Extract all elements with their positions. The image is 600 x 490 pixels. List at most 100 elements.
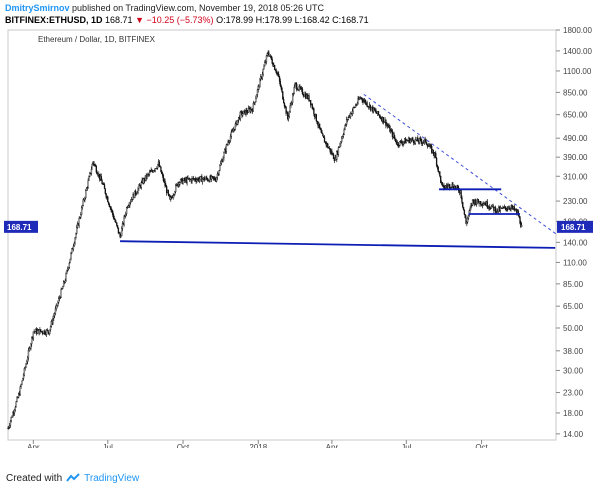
candle-body [309, 99, 312, 105]
candle-body [363, 100, 365, 103]
candle-body [445, 185, 448, 187]
candle-body [472, 199, 475, 202]
candle-body [354, 105, 357, 108]
candle-body [237, 119, 239, 125]
candle-body [212, 176, 214, 179]
candle-body [361, 97, 363, 101]
candle-body [186, 177, 188, 183]
candle-body [315, 113, 318, 122]
candle-body [199, 176, 201, 180]
candle-body [127, 205, 129, 208]
candle-body [50, 321, 52, 327]
candle-body [465, 217, 467, 224]
candle-body [364, 100, 367, 104]
candle-body [400, 140, 403, 144]
candle-body [121, 228, 123, 237]
candle-body [329, 148, 331, 153]
candle-body [407, 140, 409, 142]
candle-body [430, 145, 432, 147]
candle-body [432, 149, 434, 154]
candle-body [173, 194, 175, 196]
candle-body [160, 166, 162, 173]
candle-body [49, 329, 51, 335]
candle-body [228, 141, 230, 143]
candle-body [270, 55, 273, 60]
candle-body [300, 87, 303, 90]
candle-body [103, 183, 105, 185]
candle-body [179, 179, 182, 183]
candle-body [196, 179, 198, 182]
tradingview-brand[interactable]: TradingView [84, 472, 140, 484]
candle-body [378, 114, 380, 117]
ohlc-values: O:178.99 H:178.99 L:168.42 C:168.71 [216, 15, 369, 25]
candle-body [89, 172, 91, 177]
candle-body [52, 318, 54, 324]
chart-area[interactable]: 1800.00 1400.00 1100.00 850.00 650.00 490.00 3… [4, 26, 596, 452]
candle-body [246, 110, 248, 113]
candle-body [206, 177, 208, 179]
candle-body [31, 337, 33, 345]
candle-body [520, 224, 523, 228]
candle-body [111, 209, 113, 212]
candle-body [467, 214, 470, 219]
candle-body [476, 202, 478, 205]
candle-body [202, 178, 204, 183]
candle-body [295, 82, 297, 85]
last-price-badge-right [557, 220, 593, 233]
candle-body [101, 180, 103, 185]
candle-body [71, 248, 73, 254]
x-tick-label: Apr [27, 443, 40, 448]
candle-body [223, 152, 225, 159]
candle-body [495, 211, 497, 213]
candle-body [382, 117, 385, 123]
candle-body [135, 193, 138, 195]
candle-body [248, 107, 250, 109]
candle-body [344, 124, 346, 130]
candle-body [345, 119, 348, 125]
candle-body [418, 138, 421, 143]
candle-body [422, 142, 424, 144]
price-chart[interactable]: 1800.00 1400.00 1100.00 850.00 650.00 490.00 3… [4, 26, 596, 452]
candle-body [165, 185, 167, 187]
candle-body [161, 171, 163, 174]
candle-body [62, 286, 64, 289]
candle-body [25, 363, 27, 368]
candle-body [22, 374, 25, 379]
candle-body [279, 81, 282, 87]
candle-body [385, 119, 387, 126]
x-tick-label: 2018 [249, 443, 267, 448]
author-name[interactable]: DmitrySmirnov [5, 3, 70, 13]
candle-body [287, 116, 290, 119]
candle-body [134, 190, 136, 199]
candle-body [463, 209, 466, 215]
candle-body [30, 343, 32, 349]
candle-body [82, 199, 84, 206]
candle-body [81, 205, 84, 208]
candle-body [341, 136, 344, 139]
candle-body [425, 138, 427, 144]
candle-body [125, 207, 128, 215]
candle-body [194, 178, 196, 181]
candle-body [115, 221, 117, 223]
candle-body [262, 68, 264, 75]
candle-body [327, 143, 329, 148]
candle-body [74, 237, 76, 244]
candle-body [253, 102, 255, 104]
candle-body [420, 138, 422, 142]
candle-body [44, 330, 46, 334]
y-tick-label: 230.00 [563, 197, 588, 206]
candle-body [162, 175, 165, 181]
candle-body [17, 397, 19, 399]
candle-body [154, 168, 156, 171]
candle-body [414, 139, 416, 144]
candle-body [449, 187, 452, 189]
published-info: published on TradingView.com, November 1… [72, 3, 325, 13]
candle-body [464, 214, 466, 219]
candle-body [49, 326, 52, 331]
candle-body [86, 187, 88, 189]
candle-body [273, 65, 276, 70]
candle-body [8, 426, 10, 429]
candle-body [426, 144, 429, 147]
y-tick-label: 140.00 [563, 238, 588, 247]
candle-body [311, 104, 313, 109]
